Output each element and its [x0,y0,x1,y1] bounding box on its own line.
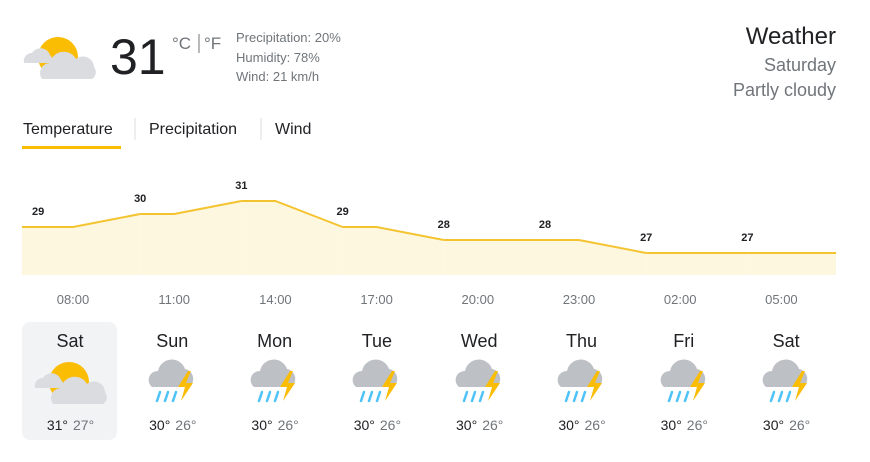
tab-underline [22,146,121,149]
temp-label: 30 [134,193,146,205]
tab[interactable]: Temperature [23,121,113,138]
temp-line [342,226,444,241]
temp-label: 29 [32,206,44,218]
time-label: 08:00 [57,292,90,307]
area-fill [646,253,748,275]
area-fill [22,214,141,275]
day-icon [454,358,502,403]
time-label: 02:00 [664,292,697,307]
day-name: Thu [566,331,597,351]
day-icon [351,358,399,403]
area-fill [443,240,545,275]
temp-label: 27 [640,232,652,244]
area-fill [342,227,444,275]
unit-c[interactable]: °C [172,34,191,53]
time-label: 11:00 [158,292,190,307]
temp-line [545,239,647,254]
day-icon [556,358,604,403]
temp-label: 28 [539,219,551,231]
day-low: 27° [73,417,94,433]
day-icon [147,358,195,403]
temp-line [140,200,242,215]
temp-label: 28 [438,219,450,231]
day-name: Wed [461,331,498,351]
time-label: 23:00 [563,292,596,307]
day-high: 30° [558,417,579,433]
day-name: Sun [156,331,188,351]
day-low: 26° [789,417,810,433]
day-low: 26° [585,417,606,433]
day-name: Sat [56,331,83,351]
day-high: 30° [763,417,784,433]
day-high: 30° [456,417,477,433]
unit-f[interactable]: °F [204,34,221,53]
area-fill [140,201,242,275]
current-temp: 31 [110,29,166,85]
day-icon [249,358,297,403]
day-low: 26° [687,417,708,433]
day-high: 30° [661,417,682,433]
detail: Wind: 21 km/h [236,69,319,84]
temp-label: 29 [336,206,348,218]
temp-line [241,200,343,228]
area-fill [747,253,836,275]
detail: Humidity: 78% [236,50,320,65]
day-name: Mon [257,331,292,351]
day-high: 30° [354,417,375,433]
day: Saturday [764,55,836,75]
tab[interactable]: Precipitation [149,121,237,138]
detail: Precipitation: 20% [236,30,341,45]
time-label: 05:00 [765,292,798,307]
day-low: 26° [175,417,196,433]
day-high: 30° [149,417,170,433]
day-high: 30° [251,417,272,433]
time-label: 17:00 [360,292,393,307]
day-high: 31° [47,417,68,433]
condition: Partly cloudy [733,80,836,100]
temp-line [22,213,141,228]
day-low: 26° [380,417,401,433]
day-icon [761,358,809,403]
tab[interactable]: Wind [275,121,311,138]
time-label: 14:00 [259,292,292,307]
area-fill [545,240,647,275]
day-low: 26° [482,417,503,433]
temp-label: 31 [235,180,247,192]
title: Weather [746,23,836,50]
day-name: Sat [773,331,800,351]
area-fill [241,201,343,275]
temp-label: 27 [741,232,753,244]
day-low: 26° [278,417,299,433]
day-icon [659,358,707,403]
current-icon [23,37,96,79]
time-label: 20:00 [462,292,495,307]
day-name: Tue [362,331,392,351]
day-name: Fri [673,331,694,351]
